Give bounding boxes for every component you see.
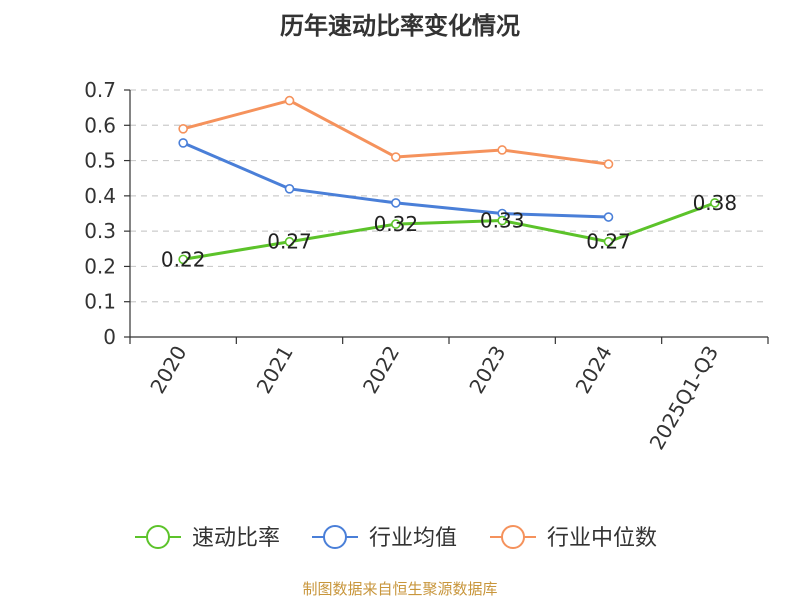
legend-label: 行业中位数 [547,526,657,551]
grid-lines [130,89,768,303]
data-point [178,254,188,265]
legend-label: 速动比率 [192,526,280,551]
data-point [178,138,188,148]
data-label: 0.22 [161,247,206,271]
data-point [284,95,295,106]
data-point [178,124,188,134]
data-labels: 0.22 0.27 0.32 0.33 0.27 0.38 [161,191,737,271]
data-point [391,152,401,162]
x-tick-label: 2020 [145,342,191,398]
legend-swatch-marker [146,525,170,549]
x-tick-label: 2022 [358,342,404,398]
source-note: 制图数据来自恒生聚源数据库 [302,580,498,598]
series-line-1 [182,201,716,261]
chart-title: 历年速动比率变化情况 [280,12,520,40]
data-label: 0.27 [267,230,312,254]
y-tick-label: 0.6 [84,113,116,137]
x-tick-label: 2025Q1-Q3 [644,342,723,454]
data-point [284,236,295,247]
y-tick-label: 0.7 [84,78,116,102]
data-point [603,212,614,222]
x-tick-label: 2023 [464,341,510,397]
data-point [603,159,614,169]
legend: 速动比率 行业均值 行业中位数 [135,525,657,551]
y-tick-label: 0.3 [84,219,116,243]
data-point [497,215,507,226]
series-lines [178,95,720,265]
y-tick-label: 0.1 [84,290,116,314]
x-tick-label: 2024 [571,342,617,398]
y-tick-label: 0 [103,325,116,349]
legend-label: 行业均值 [369,526,457,551]
data-point [710,198,720,208]
x-tick-label: 2021 [252,342,298,398]
data-label: 0.33 [480,209,525,233]
data-label: 0.27 [586,230,631,254]
legend-swatch-marker [501,525,525,549]
data-point [391,198,401,208]
data-point [603,236,614,247]
y-tick-label: 0.4 [84,184,116,208]
data-point [391,219,401,229]
data-label: 0.32 [374,212,419,236]
data-point [284,184,295,194]
y-tick-label: 0.2 [84,254,116,278]
data-point [497,145,507,155]
y-tick-label: 0.5 [84,149,116,173]
data-label: 0.38 [693,191,738,215]
legend-swatch-marker [323,525,347,549]
